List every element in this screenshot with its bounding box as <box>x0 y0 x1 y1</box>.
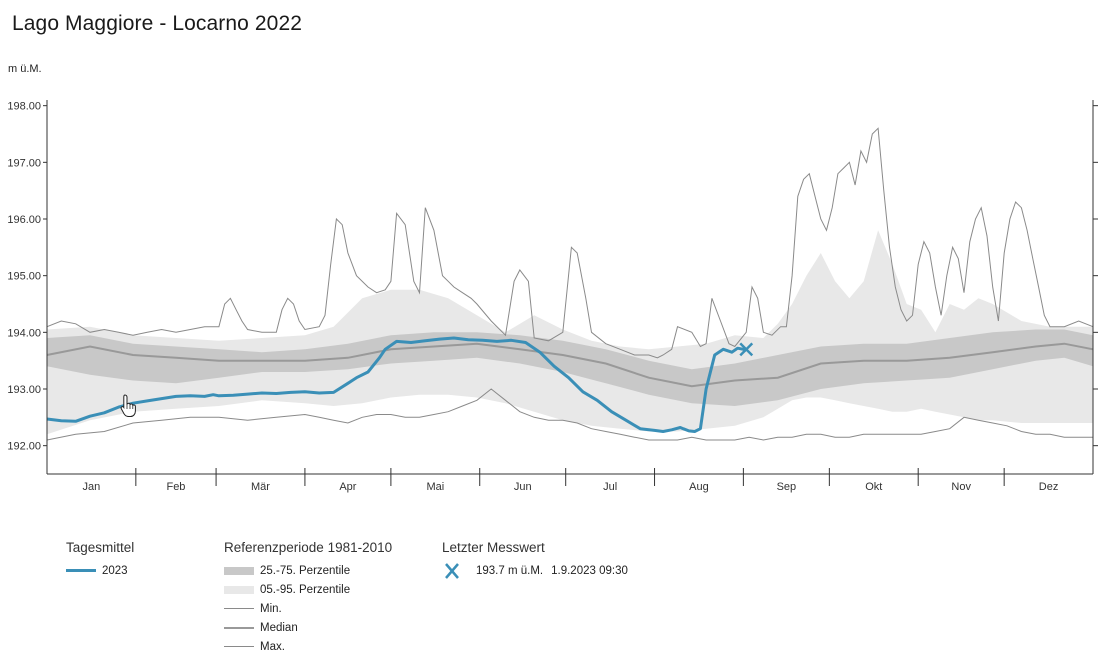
current-series <box>46 336 754 433</box>
chart-title: Lago Maggiore - Locarno 2022 <box>12 12 303 35</box>
last-value-marker <box>739 342 754 357</box>
x-tick-label: Nov <box>951 481 971 493</box>
legend-item-p05-95[interactable]: 05.-95. Perzentile <box>224 580 392 599</box>
x-tick-label: Feb <box>166 481 185 493</box>
legend-reference-header: Referenzperiode 1981-2010 <box>224 540 393 555</box>
x-tick-label: Aug <box>689 481 709 493</box>
y-tick-label: 196.00 <box>7 214 41 226</box>
y-tick-label: 197.00 <box>7 157 41 169</box>
lake-level-chart: 192.00 193.00 194.00 195.00 196.00 197.00 198.… <box>7 100 1098 493</box>
y-tick-label: 193.00 <box>7 384 41 396</box>
legend-daily: Tagesmittel 2023 <box>66 540 134 580</box>
x-tick-label: Jul <box>603 481 617 493</box>
y-tick-label: 195.00 <box>7 271 41 283</box>
legend-item-p25-75[interactable]: 25.-75. Perzentile <box>224 561 392 580</box>
cross-marker-icon <box>445 562 459 579</box>
x-tick-label: Mär <box>251 481 270 493</box>
x-tick-label: Jun <box>514 481 532 493</box>
hand-pointer-icon <box>120 394 136 417</box>
legend-label-2023: 2023 <box>102 564 128 577</box>
legend-swatch-min <box>224 608 254 609</box>
legend-label-max: Max. <box>260 640 285 653</box>
axes: 192.00 193.00 194.00 195.00 196.00 197.00 198.… <box>7 100 1098 493</box>
legend-last-value: Letzter Messwert 193.7 m ü.M. 1.9.2023 0… <box>442 540 628 580</box>
x-tick-label: Okt <box>865 481 882 493</box>
legend-daily-header: Tagesmittel <box>66 540 135 555</box>
legend-last-datetime: 1.9.2023 09:30 <box>551 564 628 577</box>
x-tick-label: Apr <box>339 481 356 493</box>
legend-reference: Referenzperiode 1981-2010 25.-75. Perzen… <box>224 540 392 656</box>
legend-swatch-p05-95 <box>224 585 254 594</box>
legend-last-header: Letzter Messwert <box>442 540 545 555</box>
legend-last-value: 193.7 m ü.M. <box>476 564 544 577</box>
x-tick-label: Sep <box>777 481 797 493</box>
line-min <box>46 388 1093 441</box>
legend-label-p05-95: 05.-95. Perzentile <box>260 583 351 596</box>
legend-item-median[interactable]: Median <box>224 618 392 637</box>
legend-swatch-2023 <box>66 569 96 572</box>
legend-label-median: Median <box>260 621 298 634</box>
legend-swatch-max <box>224 646 254 647</box>
legend-label-min: Min. <box>260 602 282 615</box>
y-tick-label: 192.00 <box>7 441 41 453</box>
legend-item-max[interactable]: Max. <box>224 637 392 656</box>
x-tick-label: Dez <box>1039 481 1059 493</box>
x-tick-label: Mai <box>426 481 444 493</box>
line-median <box>46 342 1094 388</box>
legend-item-2023[interactable]: 2023 <box>66 561 134 580</box>
legend-item-min[interactable]: Min. <box>224 599 392 618</box>
line-2023 <box>46 336 747 433</box>
y-tick-label: 194.00 <box>7 327 41 339</box>
band-p25-75 <box>47 329 1093 406</box>
line-max <box>46 127 1094 359</box>
percentile-bands <box>47 230 1093 435</box>
legend-label-p25-75: 25.-75. Perzentile <box>260 564 351 577</box>
y-tick-label: 198.00 <box>7 101 41 113</box>
legend-item-last[interactable]: 193.7 m ü.M. 1.9.2023 09:30 <box>442 561 628 580</box>
reference-lines <box>46 127 1094 441</box>
y-axis-unit: m ü.M. <box>8 63 42 75</box>
legend-swatch-p25-75 <box>224 566 254 575</box>
x-tick-label: Jan <box>83 481 101 493</box>
legend-swatch-median <box>224 626 254 629</box>
